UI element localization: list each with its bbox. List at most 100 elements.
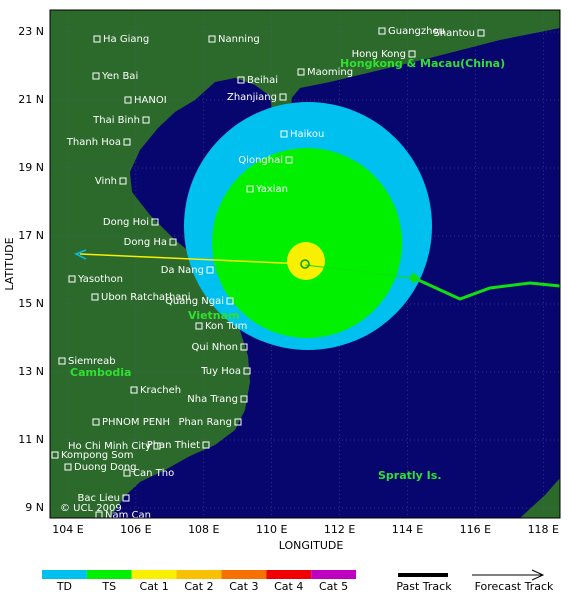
place-label: Hong Kong xyxy=(352,49,406,60)
lat-tick-label: 23 N xyxy=(18,25,44,38)
place-label: Nha Trang xyxy=(187,394,238,405)
lon-tick-label: 112 E xyxy=(324,523,355,536)
storm-center xyxy=(300,259,310,269)
place-marker xyxy=(378,27,386,35)
place-label: Nam Can xyxy=(105,510,151,521)
place-marker xyxy=(142,116,150,124)
place-label: Qui Nhon xyxy=(192,342,238,353)
legend-swatch xyxy=(131,570,177,579)
place-marker xyxy=(169,238,177,246)
place-label: Kon Tum xyxy=(205,321,247,332)
place-marker xyxy=(93,35,101,43)
lon-tick-label: 116 E xyxy=(460,523,491,536)
legend-swatch xyxy=(221,570,267,579)
place-label: Beihai xyxy=(247,75,278,86)
cat1-wind-radius xyxy=(287,242,325,280)
place-marker xyxy=(64,463,72,471)
place-label: Can Tho xyxy=(133,468,174,479)
copyright: © UCL 2009 xyxy=(60,503,122,514)
place-marker xyxy=(240,343,248,351)
place-marker xyxy=(91,293,99,301)
lon-tick-label: 110 E xyxy=(256,523,287,536)
legend-swatch xyxy=(176,570,222,579)
place-label: Phan Rang xyxy=(178,417,232,428)
lat-tick-label: 19 N xyxy=(18,161,44,174)
lon-tick-label: 104 E xyxy=(52,523,83,536)
mainland xyxy=(50,10,560,518)
legend: TD TS Cat 1 Cat 2 Cat 3 Cat 4 Cat 5 xyxy=(42,570,356,593)
place-label: Dong Ha xyxy=(124,237,167,248)
place-marker xyxy=(246,185,254,193)
legend-label: Cat 1 xyxy=(140,580,169,593)
place-label: Zhanjiang xyxy=(227,92,277,103)
lat-tick-label: 11 N xyxy=(18,433,44,446)
lon-tick-label: 118 E xyxy=(528,523,559,536)
place-marker xyxy=(130,386,138,394)
place-label: Yen Bai xyxy=(101,71,138,82)
place-label: Vinh xyxy=(95,176,117,187)
place-label: Siemreab xyxy=(68,356,116,367)
place-marker xyxy=(195,322,203,330)
place-marker xyxy=(119,177,127,185)
lat-tick-label: 9 N xyxy=(25,501,44,514)
place-marker xyxy=(122,494,130,502)
legend-label: Cat 2 xyxy=(184,580,213,593)
past-track-label: Past Track xyxy=(396,580,452,593)
legend-swatch xyxy=(86,570,132,579)
place-marker xyxy=(243,367,251,375)
legend-swatch xyxy=(311,570,356,579)
place-marker xyxy=(58,357,66,365)
forecast-track xyxy=(79,253,306,265)
place-marker xyxy=(202,441,210,449)
place-label: Dong Hoi xyxy=(103,217,149,228)
legend-label: Cat 5 xyxy=(319,580,348,593)
lon-tick-label: 108 E xyxy=(188,523,219,536)
region-label: Hongkong & Macau(China) xyxy=(340,57,505,70)
place-label: Yasothon xyxy=(77,274,123,285)
place-label: Tuy Hoa xyxy=(200,366,241,377)
place-label: Haikou xyxy=(290,129,324,140)
place-label: Kompong Som xyxy=(61,450,133,461)
place-marker xyxy=(237,76,245,84)
lon-tick-label: 114 E xyxy=(392,523,423,536)
lat-tick-label: 17 N xyxy=(18,229,44,242)
place-label: Duong Dong xyxy=(74,462,137,473)
place-label: Thanh Hoa xyxy=(66,137,121,148)
place-label: Guangzhou xyxy=(388,26,445,37)
track-point xyxy=(408,272,420,284)
legend-label: Cat 4 xyxy=(274,580,303,593)
place-marker xyxy=(279,93,287,101)
legend-label: Cat 3 xyxy=(229,580,258,593)
place-marker xyxy=(51,451,59,459)
place-label: Nanning xyxy=(218,34,260,45)
place-marker xyxy=(408,50,416,58)
place-marker xyxy=(297,68,305,76)
lon-tick-label: 106 E xyxy=(120,523,151,536)
place-marker xyxy=(123,469,131,477)
place-marker xyxy=(92,418,100,426)
place-label: Ha Giang xyxy=(103,34,149,45)
lat-tick-label: 15 N xyxy=(18,297,44,310)
region-label: Spratly Is. xyxy=(378,469,442,482)
track-link xyxy=(304,264,415,279)
place-marker xyxy=(124,96,132,104)
place-label: Quang Ngai xyxy=(165,296,224,307)
legend-label: TD xyxy=(56,580,72,593)
past-track xyxy=(413,276,560,301)
graticule xyxy=(50,10,560,518)
place-marker xyxy=(240,395,248,403)
legend-swatch xyxy=(42,570,87,579)
place-marker xyxy=(151,218,159,226)
place-marker xyxy=(123,138,131,146)
x-axis-label: LONGITUDE xyxy=(279,539,344,552)
place-label: Yaxian xyxy=(255,184,288,195)
place-marker xyxy=(285,156,293,164)
place-marker xyxy=(68,275,76,283)
place-label: Ubon Ratchathani xyxy=(101,292,191,303)
y-axis-label: LATITUDE xyxy=(3,237,16,290)
place-marker xyxy=(206,266,214,274)
place-marker xyxy=(234,418,242,426)
place-label: Thai Binh xyxy=(92,115,140,126)
